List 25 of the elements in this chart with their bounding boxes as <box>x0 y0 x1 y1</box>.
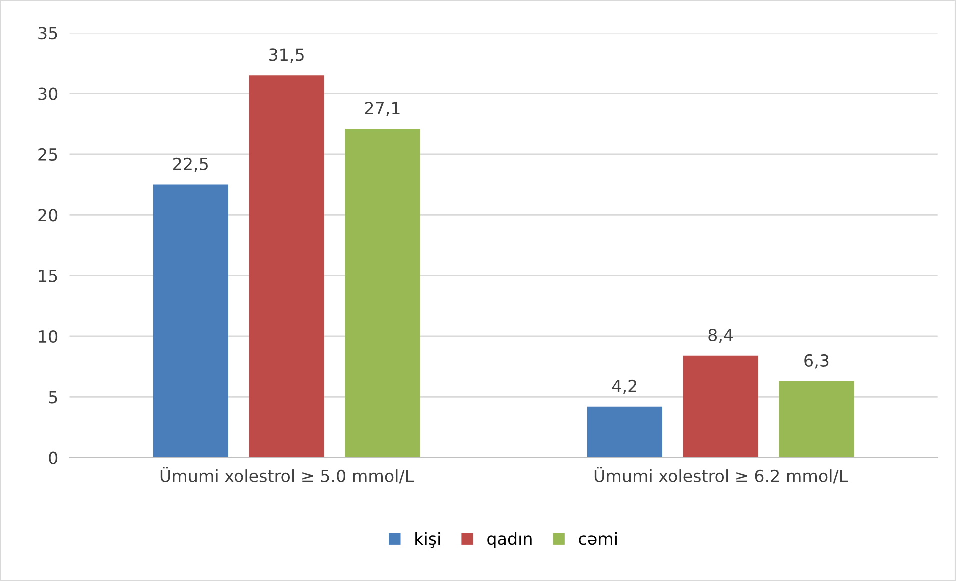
bar <box>683 356 758 458</box>
data-label: 8,4 <box>708 328 734 344</box>
y-tick-label: 30 <box>38 88 58 100</box>
x-tick-label: Ümumi xolestrol ≥ 6.2 mmol/L <box>594 467 848 484</box>
data-label: 22,5 <box>174 158 208 172</box>
y-tick-label: 10 <box>39 330 58 344</box>
data-label: 4,2 <box>612 380 636 394</box>
bar <box>345 128 420 458</box>
legend-label: cəmi <box>579 532 617 546</box>
x-tick-label: Ümumi xolestrol ≥ 5.0 mmol/L <box>160 467 414 484</box>
data-label: 31,5 <box>270 48 304 63</box>
y-tick-label: 25 <box>38 148 58 162</box>
legend-label: qadın <box>488 532 532 548</box>
y-tick-label: 0 <box>49 452 58 464</box>
bar <box>587 406 662 458</box>
y-tick-label: 20 <box>38 209 58 222</box>
data-label: 27,1 <box>365 102 400 116</box>
bar <box>249 76 324 458</box>
bar <box>779 381 854 458</box>
y-tick-label: 35 <box>38 27 58 40</box>
y-tick-label: 5 <box>49 391 58 404</box>
y-tick-label: 15 <box>39 270 58 282</box>
legend-label: kişi <box>416 532 440 548</box>
bar <box>153 184 228 458</box>
data-label: 6,3 <box>804 354 829 369</box>
